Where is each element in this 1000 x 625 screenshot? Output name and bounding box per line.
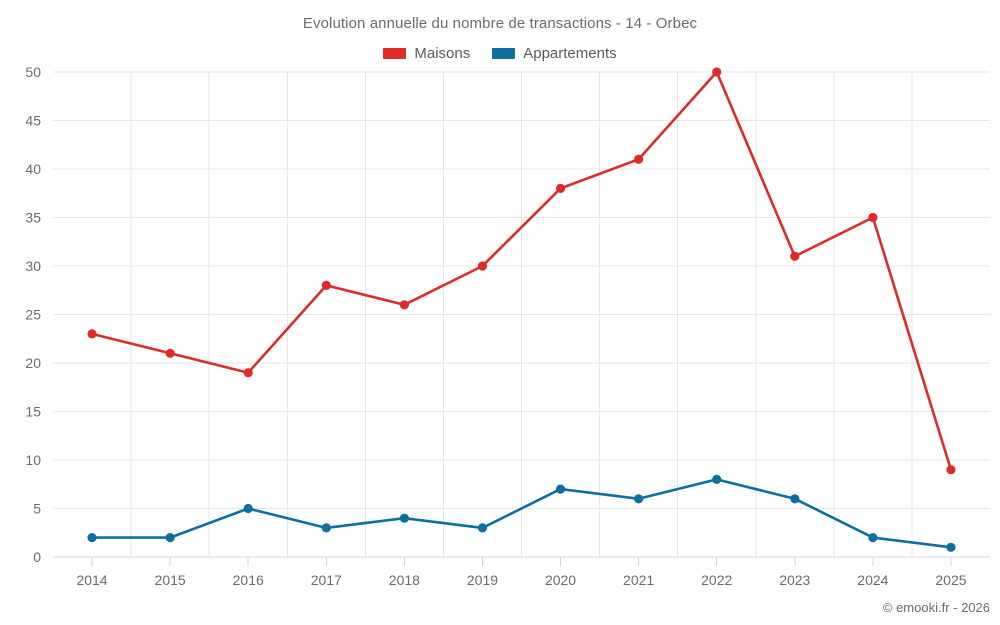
y-axis-ticks: 0 5 10 15 20 25 30 35 40 45 50: [25, 64, 41, 565]
data-point-marker[interactable]: [555, 183, 566, 193]
legend-item-maisons[interactable]: Maisons: [383, 45, 470, 62]
data-point-marker[interactable]: [321, 280, 331, 290]
x-axis-ticks: 2014 2015 2016 2017 2018 2019 2020 2021 2022 2023…: [76, 557, 967, 588]
legend-swatch-maisons: [383, 48, 407, 59]
x-axis-tick-label: 2024: [857, 572, 888, 588]
x-axis-tick-label: 2020: [545, 572, 576, 588]
data-point-marker[interactable]: [243, 368, 253, 378]
series-appartements: [87, 474, 956, 552]
x-axis-tick-label: 2014: [76, 572, 107, 588]
legend-swatch-appartements: [492, 48, 516, 59]
data-point-marker[interactable]: [555, 484, 566, 494]
data-point-marker[interactable]: [87, 329, 97, 339]
data-point-marker[interactable]: [477, 261, 488, 271]
data-point-marker[interactable]: [399, 513, 409, 523]
legend-item-appartements[interactable]: Appartements: [492, 45, 617, 62]
data-point-marker[interactable]: [321, 523, 331, 533]
data-point-marker[interactable]: [946, 465, 956, 475]
y-axis-tick-label: 10: [25, 452, 41, 468]
data-point-marker[interactable]: [243, 503, 253, 514]
data-point-marker[interactable]: [399, 300, 409, 310]
x-axis-tick-label: 2018: [389, 572, 420, 588]
data-point-marker[interactable]: [712, 67, 722, 77]
y-axis-tick-label: 30: [25, 258, 41, 274]
series-maisons: [87, 67, 956, 475]
chart-title: Evolution annuelle du nombre de transact…: [302, 15, 698, 32]
data-point-marker[interactable]: [165, 348, 175, 358]
x-axis-tick-label: 2017: [311, 572, 342, 588]
data-series-group: [87, 67, 956, 552]
data-point-marker[interactable]: [868, 212, 878, 223]
x-axis-tick-label: 2021: [623, 572, 654, 588]
x-axis-tick-label: 2023: [779, 572, 810, 588]
data-point-marker[interactable]: [634, 154, 644, 164]
x-axis-tick-label: 2019: [467, 572, 498, 588]
x-axis-tick-label: 2022: [701, 572, 732, 588]
y-axis-tick-label: 20: [25, 355, 41, 371]
x-axis-tick-label: 2015: [155, 572, 186, 588]
y-axis-tick-label: 45: [25, 113, 41, 129]
y-axis-tick-label: 5: [33, 501, 41, 517]
series-line: [90, 70, 953, 471]
data-point-marker[interactable]: [634, 494, 644, 504]
x-axis-tick-label: 2025: [935, 572, 966, 588]
gridlines-group: [53, 71, 990, 558]
chart-legend: Maisons Appartements: [0, 45, 1000, 62]
series-line: [90, 478, 953, 549]
legend-label-maisons: Maisons: [414, 45, 471, 62]
y-axis-tick-label: 40: [25, 161, 41, 177]
x-axis-tick-label: 2016: [233, 572, 264, 588]
data-point-marker[interactable]: [946, 542, 956, 552]
y-axis-tick-label: 50: [25, 64, 41, 80]
data-point-marker[interactable]: [477, 523, 488, 533]
data-point-marker[interactable]: [712, 474, 722, 484]
y-axis-tick-label: 35: [25, 210, 41, 226]
footer-credit: © emooki.fr - 2026: [882, 600, 990, 615]
data-point-marker[interactable]: [868, 533, 878, 543]
legend-label-appartements: Appartements: [523, 45, 617, 62]
data-point-marker[interactable]: [790, 251, 800, 261]
y-axis-tick-label: 25: [25, 307, 41, 323]
y-axis-tick-label: 0: [33, 549, 41, 565]
y-axis-tick-label: 15: [25, 404, 41, 420]
data-point-marker[interactable]: [165, 533, 175, 543]
data-point-marker[interactable]: [87, 533, 97, 543]
data-point-marker[interactable]: [790, 494, 800, 504]
